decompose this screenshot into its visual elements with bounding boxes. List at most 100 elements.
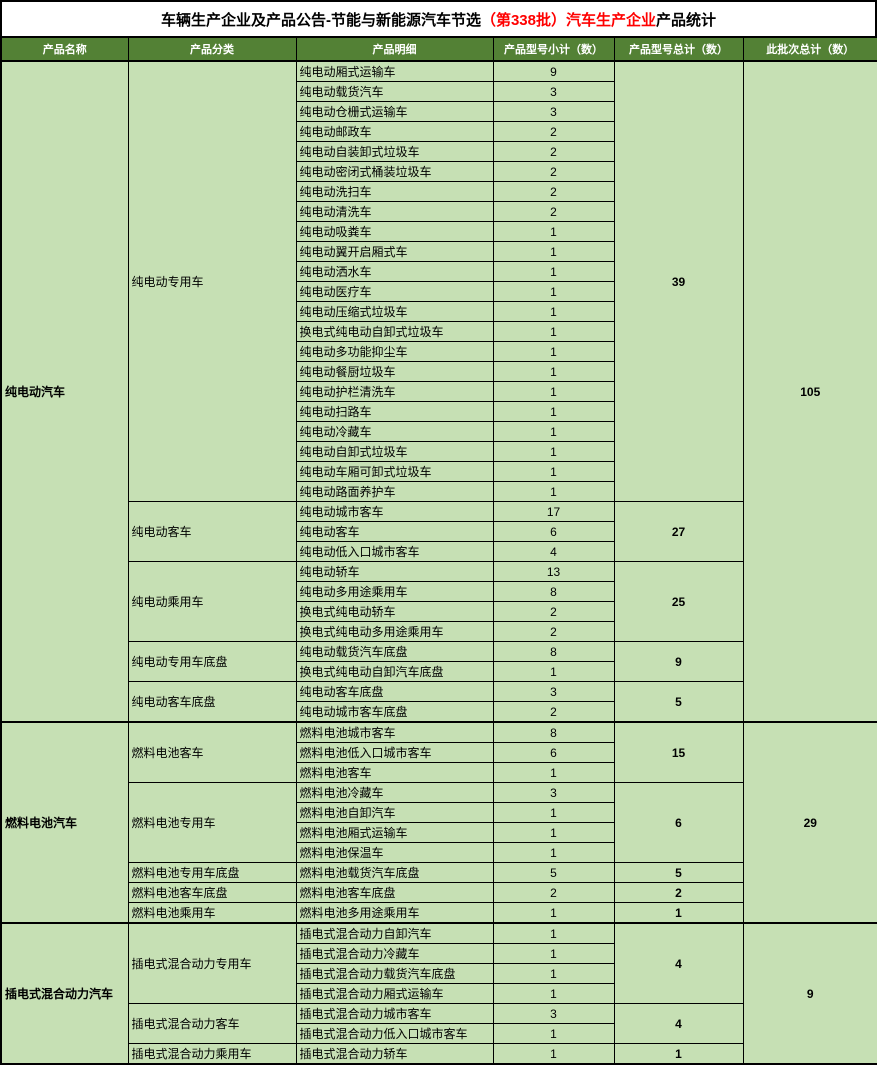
subtotal-cell: 1 — [492, 401, 615, 422]
detail-cell: 燃料电池客车底盘 — [295, 882, 494, 903]
subtotal-cell: 1 — [492, 481, 615, 502]
detail-cell: 纯电动压缩式垃圾车 — [295, 301, 494, 322]
table-row: 纯电动护栏清洗车 1 — [1, 381, 877, 402]
subtotal-cell: 3 — [492, 81, 615, 102]
table-row: 纯电动医疗车 1 — [1, 281, 877, 302]
subtotal-cell: 8 — [492, 641, 615, 662]
table-row: 插电式混合动力低入口城市客车 1 — [1, 1023, 877, 1044]
title-text-batch: （第338批）汽车生产企业 — [480, 11, 656, 29]
detail-cell: 插电式混合动力冷藏车 — [295, 943, 494, 964]
model-total-cell: 25 — [613, 561, 744, 642]
batch-total-cell: 9 — [742, 922, 877, 1065]
product-name-cell: 纯电动汽车 — [0, 60, 129, 723]
subtotal-cell: 1 — [492, 661, 615, 682]
table-row: 纯电动自装卸式垃圾车 2 — [1, 141, 877, 162]
category-cell: 纯电动乘用车 — [127, 561, 297, 642]
header-batch-total: 此批次总计（数） — [742, 36, 877, 62]
batch-total-cell: 105 — [742, 60, 877, 723]
detail-cell: 纯电动载货汽车底盘 — [295, 641, 494, 662]
model-total-cell: 39 — [613, 60, 744, 502]
table-row: 纯电动汽车 纯电动专用车 纯电动厢式运输车 9 39 105 — [0, 60, 877, 723]
subtotal-cell: 1 — [492, 321, 615, 342]
table-header: 产品名称 产品分类 产品明细 产品型号小计（数） 产品型号总计（数） 此批次总计… — [0, 36, 877, 62]
category-cell: 纯电动客车 — [127, 501, 297, 562]
table-row: 纯电动车厢可卸式垃圾车 1 — [1, 461, 877, 482]
category-cell: 燃料电池专用车 — [127, 782, 297, 863]
table-row: 换电式纯电动自卸汽车底盘 1 — [1, 661, 877, 682]
header-product-category: 产品分类 — [127, 36, 297, 62]
model-total-cell: 2 — [613, 882, 744, 903]
model-total-cell: 6 — [613, 782, 744, 863]
subtotal-cell: 1 — [492, 922, 615, 944]
subtotal-cell: 3 — [492, 681, 615, 702]
header-model-total: 产品型号总计（数） — [613, 36, 744, 62]
table-row: 燃料电池客车 1 — [1, 762, 877, 783]
table-row: 纯电动洗扫车 2 — [1, 181, 877, 202]
subtotal-cell: 1 — [492, 241, 615, 262]
subtotal-cell: 2 — [492, 701, 615, 723]
subtotal-cell: 2 — [492, 121, 615, 142]
subtotal-cell: 2 — [492, 621, 615, 642]
table-row: 纯电动城市客车底盘 2 — [1, 701, 877, 723]
subtotal-cell: 1 — [492, 1023, 615, 1044]
subtotal-cell: 1 — [492, 762, 615, 783]
page-title: 车辆生产企业及产品公告-节能与新能源汽车节选 （第338批）汽车生产企业 产品统计 — [0, 0, 877, 36]
subtotal-cell: 3 — [492, 1003, 615, 1024]
subtotal-cell: 1 — [492, 902, 615, 924]
detail-cell: 燃料电池客车 — [295, 762, 494, 783]
table-row: 纯电动路面养护车 1 — [1, 481, 877, 502]
detail-cell: 纯电动自卸式垃圾车 — [295, 441, 494, 462]
detail-cell: 纯电动扫路车 — [295, 401, 494, 422]
subtotal-cell: 1 — [492, 261, 615, 282]
category-cell: 燃料电池乘用车 — [127, 902, 297, 924]
detail-cell: 纯电动多用途乘用车 — [295, 581, 494, 602]
table-row: 插电式混合动力汽车 插电式混合动力专用车 插电式混合动力自卸汽车 1 4 9 — [0, 922, 877, 1065]
title-text-main: 车辆生产企业及产品公告-节能与新能源汽车节选 — [160, 11, 481, 29]
detail-cell: 纯电动密闭式桶装垃圾车 — [295, 161, 494, 182]
subtotal-cell: 1 — [492, 1043, 615, 1065]
model-total-cell: 1 — [613, 1043, 744, 1065]
subtotal-cell: 1 — [492, 822, 615, 843]
header-model-subtotal: 产品型号小计（数） — [492, 36, 615, 62]
subtotal-cell: 6 — [492, 521, 615, 542]
detail-cell: 纯电动客车 — [295, 521, 494, 542]
subtotal-cell: 6 — [492, 742, 615, 763]
header-product-detail: 产品明细 — [295, 36, 494, 62]
subtotal-cell: 1 — [492, 421, 615, 442]
table-row: 纯电动邮政车 2 — [1, 121, 877, 142]
subtotal-cell: 2 — [492, 601, 615, 622]
detail-cell: 纯电动医疗车 — [295, 281, 494, 302]
detail-cell: 纯电动邮政车 — [295, 121, 494, 142]
table-row: 纯电动客车底盘 纯电动客车底盘 3 5 — [1, 681, 877, 723]
detail-cell: 纯电动自装卸式垃圾车 — [295, 141, 494, 162]
subtotal-cell: 2 — [492, 882, 615, 903]
detail-cell: 燃料电池低入口城市客车 — [295, 742, 494, 763]
subtotal-cell: 9 — [492, 60, 615, 82]
table-row: 纯电动乘用车 纯电动轿车 13 25 — [1, 561, 877, 642]
product-name-cell: 插电式混合动力汽车 — [0, 922, 129, 1065]
table-row: 燃料电池乘用车 燃料电池多用途乘用车 1 1 — [1, 902, 877, 924]
detail-cell: 纯电动厢式运输车 — [295, 60, 494, 82]
table-row: 插电式混合动力乘用车 插电式混合动力轿车 1 1 — [1, 1043, 877, 1065]
category-cell: 插电式混合动力专用车 — [127, 922, 297, 1004]
detail-cell: 燃料电池城市客车 — [295, 721, 494, 743]
subtotal-cell: 4 — [492, 541, 615, 562]
subtotal-cell: 17 — [492, 501, 615, 522]
detail-cell: 纯电动清洗车 — [295, 201, 494, 222]
category-cell: 燃料电池客车底盘 — [127, 882, 297, 903]
detail-cell: 插电式混合动力厢式运输车 — [295, 983, 494, 1004]
category-cell: 插电式混合动力客车 — [127, 1003, 297, 1044]
product-statistics-table: 产品名称 产品分类 产品明细 产品型号小计（数） 产品型号总计（数） 此批次总计… — [0, 36, 877, 1065]
subtotal-cell: 1 — [492, 281, 615, 302]
model-total-cell: 27 — [613, 501, 744, 562]
detail-cell: 插电式混合动力轿车 — [295, 1043, 494, 1065]
table-row: 插电式混合动力客车 插电式混合动力城市客车 3 4 — [1, 1003, 877, 1044]
table-row: 燃料电池保温车 1 — [1, 842, 877, 863]
subtotal-cell: 2 — [492, 181, 615, 202]
table-row: 纯电动载货汽车 3 — [1, 81, 877, 102]
model-total-cell: 4 — [613, 1003, 744, 1044]
detail-cell: 纯电动车厢可卸式垃圾车 — [295, 461, 494, 482]
detail-cell: 纯电动仓栅式运输车 — [295, 101, 494, 122]
subtotal-cell: 1 — [492, 461, 615, 482]
header-row: 产品名称 产品分类 产品明细 产品型号小计（数） 产品型号总计（数） 此批次总计… — [0, 36, 877, 62]
